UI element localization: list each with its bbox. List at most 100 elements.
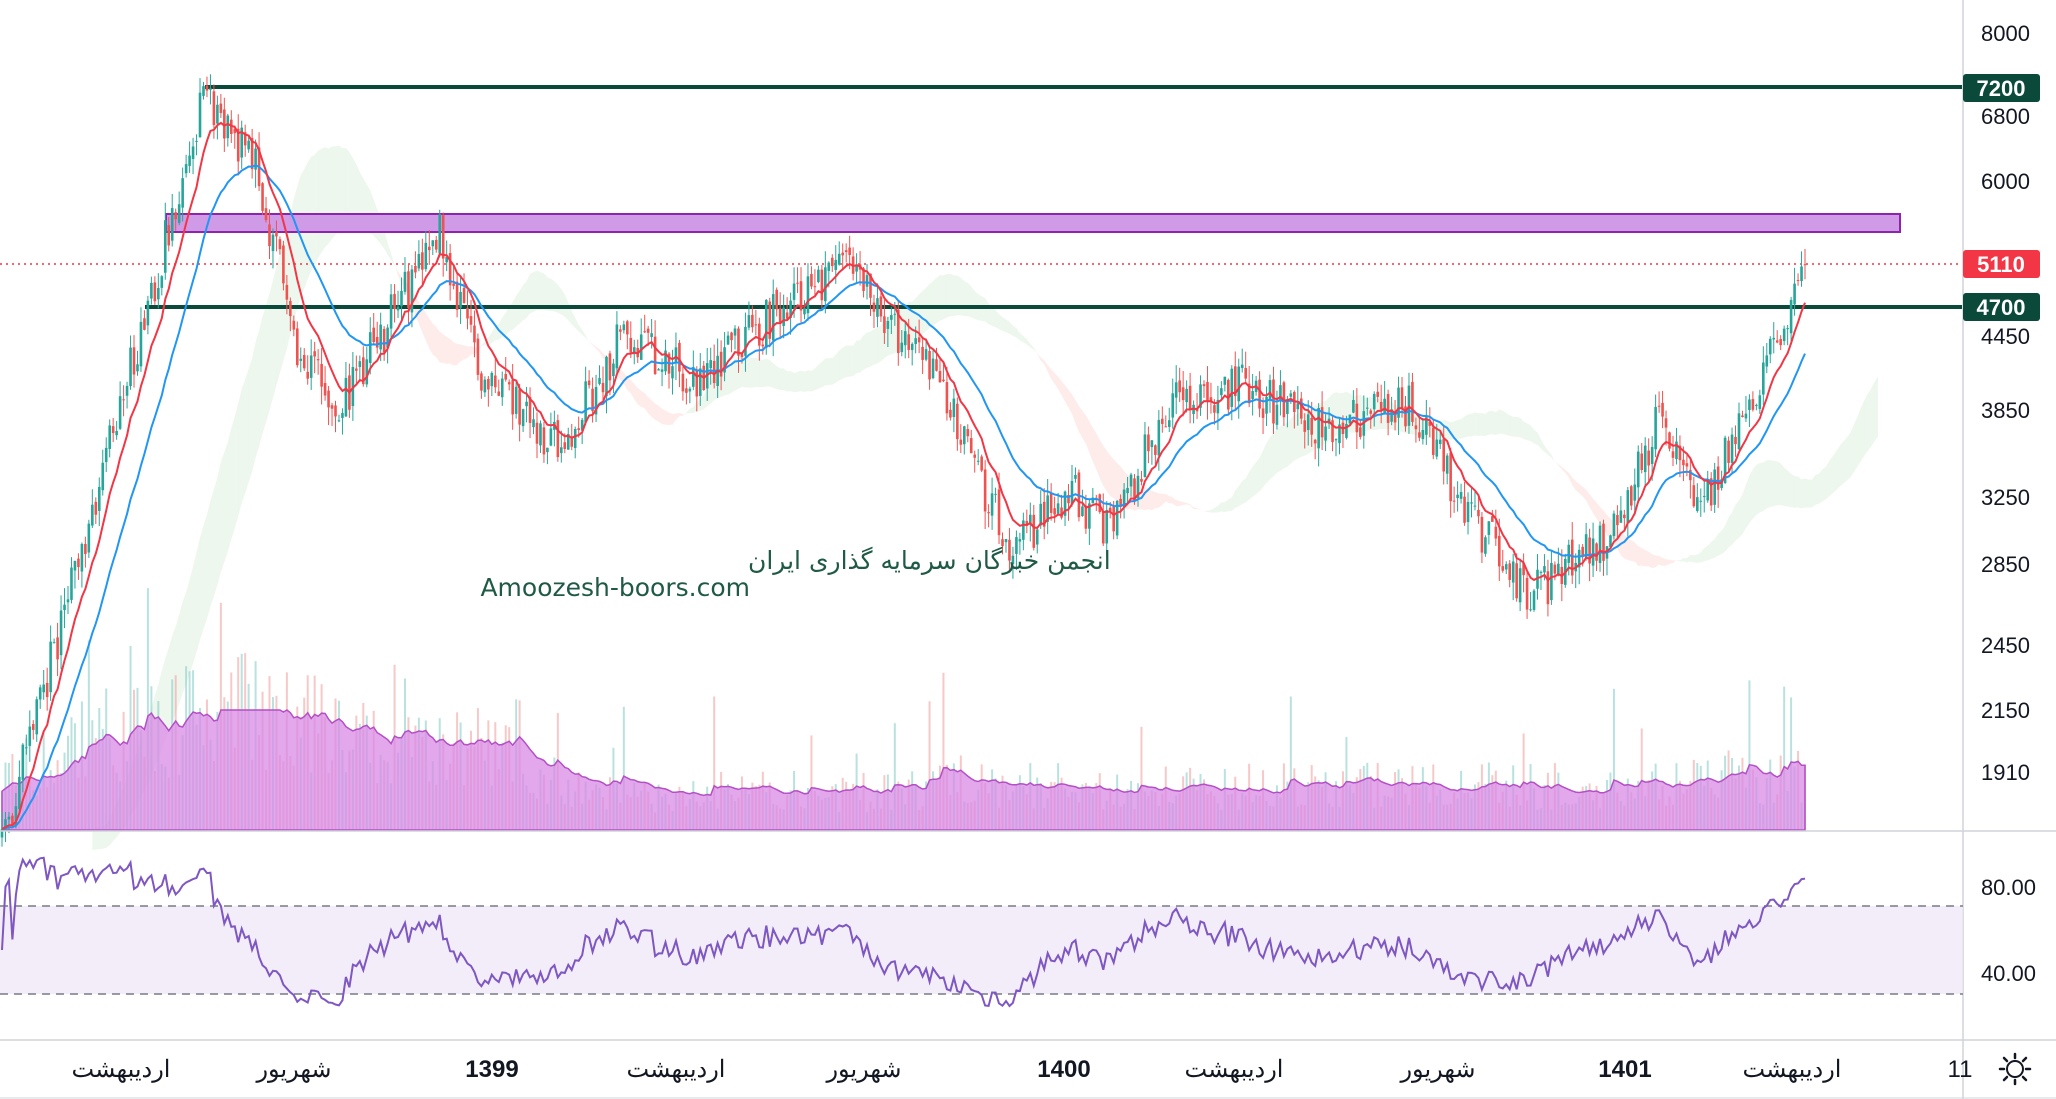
cloud-segment: [1829, 456, 1833, 497]
cloud-segment: [1864, 394, 1868, 456]
volume-bar: [1748, 680, 1751, 830]
time-tick: 11: [1948, 1056, 1973, 1083]
cloud-segment: [1002, 317, 1006, 333]
watermark-url: Amoozesh-boors.com: [480, 573, 750, 602]
cloud-segment: [1513, 416, 1517, 437]
settings-gear-icon[interactable]: [1998, 1052, 2032, 1086]
cloud-segment: [1051, 369, 1055, 384]
candle: [306, 355, 310, 385]
cloud-segment: [1071, 394, 1076, 424]
candle: [917, 319, 921, 354]
cloud-segment: [1530, 425, 1535, 444]
candle: [1570, 522, 1574, 584]
cloud-segment: [1832, 451, 1837, 494]
candle: [605, 355, 608, 414]
candle: [1338, 417, 1341, 455]
resistance-zone[interactable]: [165, 213, 1901, 233]
candle: [157, 273, 160, 309]
candle: [1425, 399, 1428, 445]
cloud-segment: [585, 335, 590, 342]
candle: [1741, 410, 1744, 418]
cloud-segment: [1704, 545, 1708, 562]
cloud-segment: [1600, 506, 1604, 529]
cloud-segment: [853, 340, 857, 377]
candle: [202, 82, 205, 100]
candle: [626, 319, 629, 350]
cloud-segment: [1197, 508, 1201, 510]
rsi-axis[interactable]: 80.00 40.00: [1981, 875, 2036, 986]
cloud-segment: [1787, 470, 1792, 508]
cloud-segment: [953, 275, 958, 317]
candle: [1515, 553, 1518, 602]
cloud-segment: [1089, 421, 1093, 462]
time-axis[interactable]: اردیبهشت شهریور 1399 اردیبهشت شهریور 140…: [72, 1056, 1973, 1083]
candle: [900, 330, 904, 357]
cloud-segment: [311, 154, 315, 271]
cloud-segment: [342, 148, 346, 230]
candle: [1084, 494, 1088, 534]
cloud-segment: [533, 270, 537, 312]
cloud-segment: [1582, 486, 1587, 501]
candle: [18, 760, 21, 815]
cloud-segment: [999, 314, 1003, 331]
candle: [167, 216, 171, 252]
cloud-segment: [1158, 493, 1163, 508]
candle: [1258, 371, 1261, 418]
candle: [869, 273, 872, 316]
cloud-segment: [1697, 552, 1701, 563]
volume-bar: [1289, 696, 1292, 830]
candle: [1602, 519, 1605, 576]
cloud-segment: [1811, 474, 1816, 508]
cloud-segment: [919, 291, 923, 337]
candle: [285, 275, 289, 315]
cloud-segment: [1207, 510, 1211, 513]
candle: [334, 400, 337, 433]
cloud-segment: [1815, 473, 1819, 505]
cloud-segment: [1551, 454, 1555, 462]
cloud-segment: [592, 344, 597, 349]
candle: [1473, 489, 1477, 511]
cloud-segment: [703, 387, 708, 410]
volume-bar: [713, 696, 716, 830]
cloud-segment: [1148, 488, 1152, 511]
cloud-segment: [526, 273, 531, 318]
candle: [983, 460, 987, 529]
candle: [1400, 376, 1404, 418]
candle: [817, 265, 820, 284]
candle: [1671, 435, 1675, 467]
candle: [414, 251, 417, 279]
candle: [546, 447, 549, 465]
candle: [573, 426, 577, 459]
cloud-segment: [1770, 460, 1774, 508]
cloud-segment: [356, 164, 360, 229]
cloud-segment: [1499, 409, 1503, 435]
candle: [209, 74, 212, 105]
cloud-segment: [512, 295, 517, 330]
cloud-segment: [651, 400, 656, 421]
cloud-segment: [908, 301, 913, 344]
candle: [275, 220, 278, 252]
cloud-segment: [1846, 433, 1851, 481]
price-tick: 2450: [1981, 633, 2030, 658]
cloud-segment: [498, 317, 503, 340]
candle: [921, 336, 924, 375]
cloud-segment: [1742, 484, 1746, 535]
candle: [125, 381, 129, 409]
candle: [1525, 570, 1529, 619]
candle: [837, 241, 841, 266]
price-axis[interactable]: 8000 6800 6000 4450 3850 3250 2850 2450 …: [1981, 21, 2030, 785]
cloud-segment: [491, 325, 496, 343]
cloud-segment: [807, 370, 812, 392]
candle: [236, 114, 240, 176]
cloud-segment: [1586, 489, 1590, 508]
rsi-tick: 40.00: [1981, 961, 2036, 986]
volume-bar: [928, 701, 931, 830]
candle: [330, 402, 334, 427]
candle: [31, 720, 35, 740]
cloud-segment: [398, 271, 402, 284]
candle: [1511, 553, 1515, 601]
cloud-segment: [693, 401, 697, 413]
candle: [448, 244, 452, 301]
candle: [431, 240, 435, 256]
